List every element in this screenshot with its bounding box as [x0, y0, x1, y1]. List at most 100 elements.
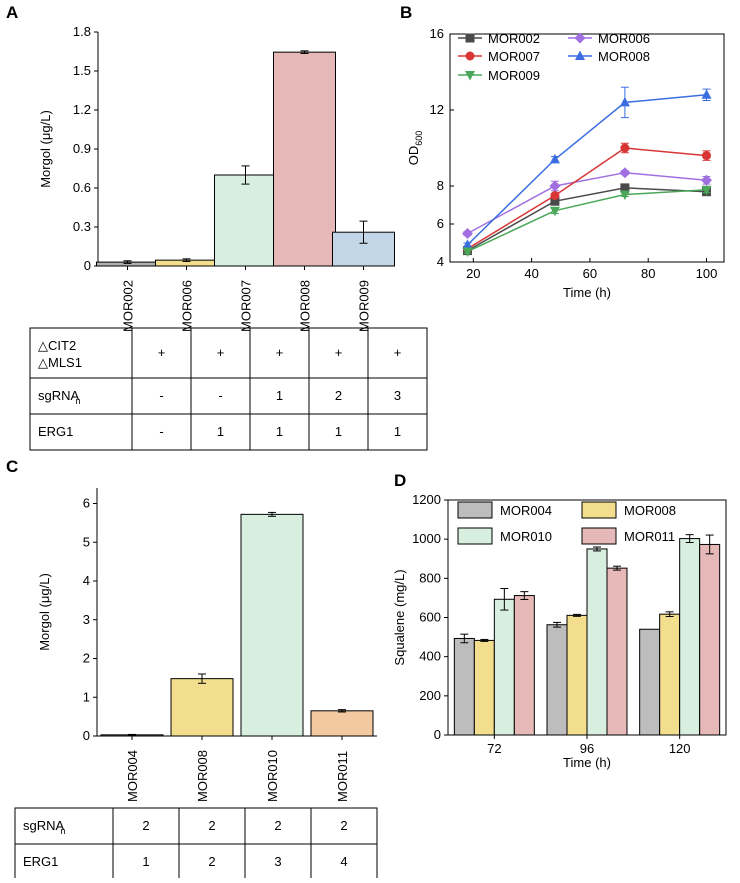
table-cell: 2: [335, 388, 342, 403]
y-tick-label: 1200: [412, 492, 441, 507]
table-cell: 1: [142, 854, 149, 869]
y-tick-label: 1000: [412, 531, 441, 546]
legend-entry-mor007: MOR007: [458, 49, 540, 64]
bar-mor011: [310, 710, 374, 737]
data-point: [461, 228, 473, 239]
y-axis-title: Morgol (μg/L): [37, 573, 52, 651]
y-tick-label: 0.6: [73, 180, 91, 195]
series-line: [467, 187, 707, 252]
table-cell: +: [394, 345, 402, 360]
table-row: [29, 327, 428, 379]
x-tick-label: MOR004: [125, 750, 140, 802]
legend-label: MOR004: [500, 503, 552, 518]
data-point: [701, 174, 713, 186]
x-tick-label: MOR009: [357, 280, 372, 332]
x-tick-label: MOR002: [121, 280, 136, 332]
series-mor008: [462, 86, 712, 249]
data-point: [549, 180, 561, 192]
data-point: [549, 153, 560, 164]
table-cell: 1: [217, 424, 224, 439]
bar-mor010-120: [679, 538, 701, 736]
data-point: [549, 206, 560, 217]
series-line: [467, 171, 707, 235]
panel-letter-c: C: [6, 457, 18, 476]
y-tick-label: 1.5: [73, 63, 91, 78]
panel-d-grouped-bar-chart: 0 200 400 600 800 1000 1200 72 96 120 Time (h) Squa…: [392, 492, 727, 770]
legend-label: MOR011: [624, 529, 675, 544]
table-cell: -: [159, 388, 163, 403]
bar-mor010-72: [493, 598, 515, 736]
data-point: [550, 196, 560, 206]
legend-label: MOR006: [598, 31, 650, 46]
legend-entry-mor010: MOR010: [457, 527, 552, 545]
y-tick-label: 200: [419, 688, 441, 703]
legend-swatch: [581, 501, 617, 519]
x-tick-label: 80: [641, 266, 655, 281]
y-axis-title: OD600: [406, 131, 424, 166]
table-cell: +: [335, 345, 343, 360]
legend-entry-mor011: MOR011: [581, 527, 675, 545]
bar-mor004-72: [453, 637, 475, 736]
legend-entry-mor008: MOR008: [568, 49, 650, 64]
panel-c-bar-chart: 0 1 2 3 4 5 6 MOR004 MOR008 MOR010 MOR011 Morgol (μ…: [37, 488, 377, 802]
x-tick-label: MOR008: [298, 280, 313, 332]
table-row-label: sgRNA: [23, 818, 65, 833]
y-tick-label: 0: [434, 727, 441, 742]
legend-swatch: [457, 527, 493, 545]
y-tick-label: 4: [437, 254, 444, 269]
panel-letter-a: A: [6, 3, 18, 22]
data-point: [619, 96, 630, 107]
y-tick-label: 0: [84, 258, 91, 273]
table-row-label-subscript: n: [61, 826, 66, 836]
legend-marker: [575, 50, 585, 60]
bar-mor011-72: [513, 595, 535, 736]
data-point: [620, 143, 630, 153]
table-cell: 3: [394, 388, 401, 403]
table-row-label: sgRNA: [38, 388, 80, 403]
data-point: [619, 167, 631, 179]
table-cell: 2: [208, 818, 215, 833]
y-tick-label: 6: [83, 496, 90, 511]
data-point: [550, 191, 560, 200]
y-tick-label: 400: [419, 649, 441, 664]
bar-mor004-96: [546, 624, 568, 736]
series-line: [466, 94, 707, 246]
panel-a-bar-chart: 0 0.3 0.6 0.9 1.2 1.5 1.8 MOR002 MOR006 MOR007 MOR…: [38, 24, 395, 332]
table-cell: +: [276, 345, 284, 360]
x-tick-label: 72: [487, 741, 501, 756]
data-point: [462, 247, 473, 258]
table-row-label: ERG1: [38, 424, 73, 439]
plot-frame: [449, 33, 725, 263]
x-tick-label: MOR010: [265, 750, 280, 802]
bar-mor011-120: [699, 543, 721, 736]
x-tick-label: MOR011: [335, 751, 350, 802]
series-line: [467, 147, 707, 250]
bar-mor008: [273, 51, 336, 267]
bar-mor010-96: [586, 548, 608, 736]
legend-label: MOR008: [624, 503, 676, 518]
table-cell: 3: [274, 854, 281, 869]
series-mor006: [461, 167, 713, 239]
legend-label: MOR007: [488, 49, 540, 64]
x-tick-label: MOR007: [239, 280, 254, 332]
y-tick-label: 1.8: [73, 24, 91, 39]
data-point: [462, 239, 473, 249]
x-tick-label: MOR008: [195, 750, 210, 802]
bar-mor004-120: [639, 628, 661, 736]
panel-b-line-chart: 4 6 8 12 16 20 40 60 80 100 Time (h) OD600 MOR002 MOR…: [406, 26, 725, 300]
x-tick-label: 120: [669, 741, 691, 756]
x-tick-label: 40: [524, 266, 538, 281]
panel-letter-b: B: [400, 3, 412, 22]
legend-marker: [574, 32, 586, 44]
table-row: [29, 413, 428, 451]
bar-mor007: [214, 174, 277, 267]
y-tick-label: 1: [83, 689, 90, 704]
table-row-label-subscript: n: [76, 396, 81, 406]
legend-swatch: [457, 501, 493, 519]
x-tick-label: 20: [466, 266, 480, 281]
data-point: [619, 190, 630, 201]
legend-entry-mor009: MOR009: [458, 68, 540, 83]
legend-entry-mor004: MOR004: [457, 501, 552, 519]
